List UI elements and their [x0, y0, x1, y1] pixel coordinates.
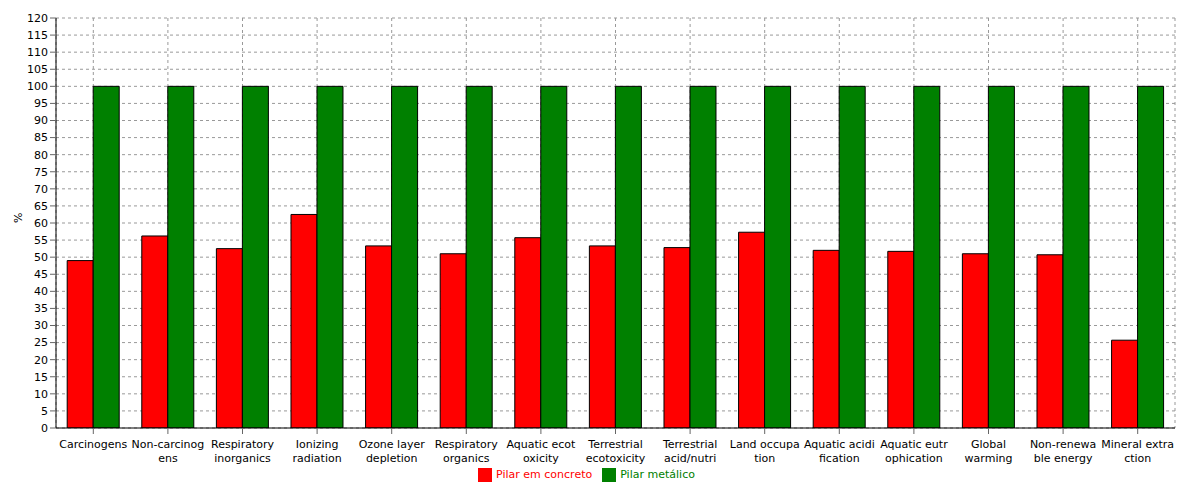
svg-text:Aquatic ecot: Aquatic ecot [506, 438, 575, 451]
svg-text:115: 115 [27, 29, 48, 42]
svg-text:%: % [12, 213, 25, 223]
svg-text:5: 5 [41, 405, 48, 418]
svg-text:95: 95 [34, 97, 48, 110]
svg-text:organics: organics [443, 452, 490, 465]
svg-text:ction: ction [1124, 452, 1151, 465]
svg-text:ens: ens [158, 452, 178, 465]
svg-text:radiation: radiation [293, 452, 342, 465]
svg-text:20: 20 [34, 354, 48, 367]
svg-text:105: 105 [27, 63, 48, 76]
html-text:Pilar em concreto: Pilar em concreto [496, 468, 593, 481]
html-text:Pilar metálico: Pilar metálico [620, 468, 695, 481]
svg-text:55: 55 [34, 234, 48, 247]
svg-text:fication: fication [819, 452, 860, 465]
svg-text:Non-carcinog: Non-carcinog [132, 438, 205, 451]
svg-text:60: 60 [34, 217, 48, 230]
svg-text:Respiratory: Respiratory [435, 438, 499, 451]
svg-text:oxicity: oxicity [523, 452, 559, 465]
svg-text:75: 75 [34, 166, 48, 179]
svg-text:Aquatic acidi: Aquatic acidi [804, 438, 875, 451]
svg-text:Respiratory: Respiratory [211, 438, 275, 451]
svg-text:50: 50 [34, 251, 48, 264]
svg-text:Ionizing: Ionizing [296, 438, 339, 451]
svg-text:inorganics: inorganics [214, 452, 271, 465]
svg-text:45: 45 [34, 268, 48, 281]
svg-text:25: 25 [34, 336, 48, 349]
svg-text:40: 40 [34, 285, 48, 298]
svg-text:80: 80 [34, 149, 48, 162]
svg-text:15: 15 [34, 371, 48, 384]
svg-text:10: 10 [34, 388, 48, 401]
svg-text:65: 65 [34, 200, 48, 213]
svg-text:100: 100 [27, 80, 48, 93]
svg-text:110: 110 [27, 46, 48, 59]
svg-text:90: 90 [34, 114, 48, 127]
svg-text:Mineral extra: Mineral extra [1101, 438, 1174, 451]
svg-text:ecotoxicity: ecotoxicity [586, 452, 646, 465]
svg-text:Global: Global [971, 438, 1006, 451]
svg-text:0: 0 [41, 422, 48, 435]
svg-text:35: 35 [34, 302, 48, 315]
svg-text:85: 85 [34, 131, 48, 144]
svg-text:Land occupa: Land occupa [730, 438, 800, 451]
svg-text:warming: warming [965, 452, 1013, 465]
svg-text:Aquatic eutr: Aquatic eutr [880, 438, 948, 451]
svg-text:ophication: ophication [885, 452, 943, 465]
svg-text:Non-renewa: Non-renewa [1030, 438, 1096, 451]
svg-text:Terrestrial: Terrestrial [587, 438, 642, 451]
svg-text:depletion: depletion [366, 452, 418, 465]
svg-text:tion: tion [754, 452, 775, 465]
svg-text:Terrestrial: Terrestrial [662, 438, 717, 451]
svg-text:ble energy: ble energy [1034, 452, 1093, 465]
svg-text:30: 30 [34, 319, 48, 332]
svg-text:70: 70 [34, 183, 48, 196]
svg-text:acid/nutri: acid/nutri [664, 452, 716, 465]
svg-text:Carcinogens: Carcinogens [59, 438, 127, 451]
svg-text:Ozone layer: Ozone layer [359, 438, 425, 451]
svg-text:120: 120 [27, 12, 48, 25]
